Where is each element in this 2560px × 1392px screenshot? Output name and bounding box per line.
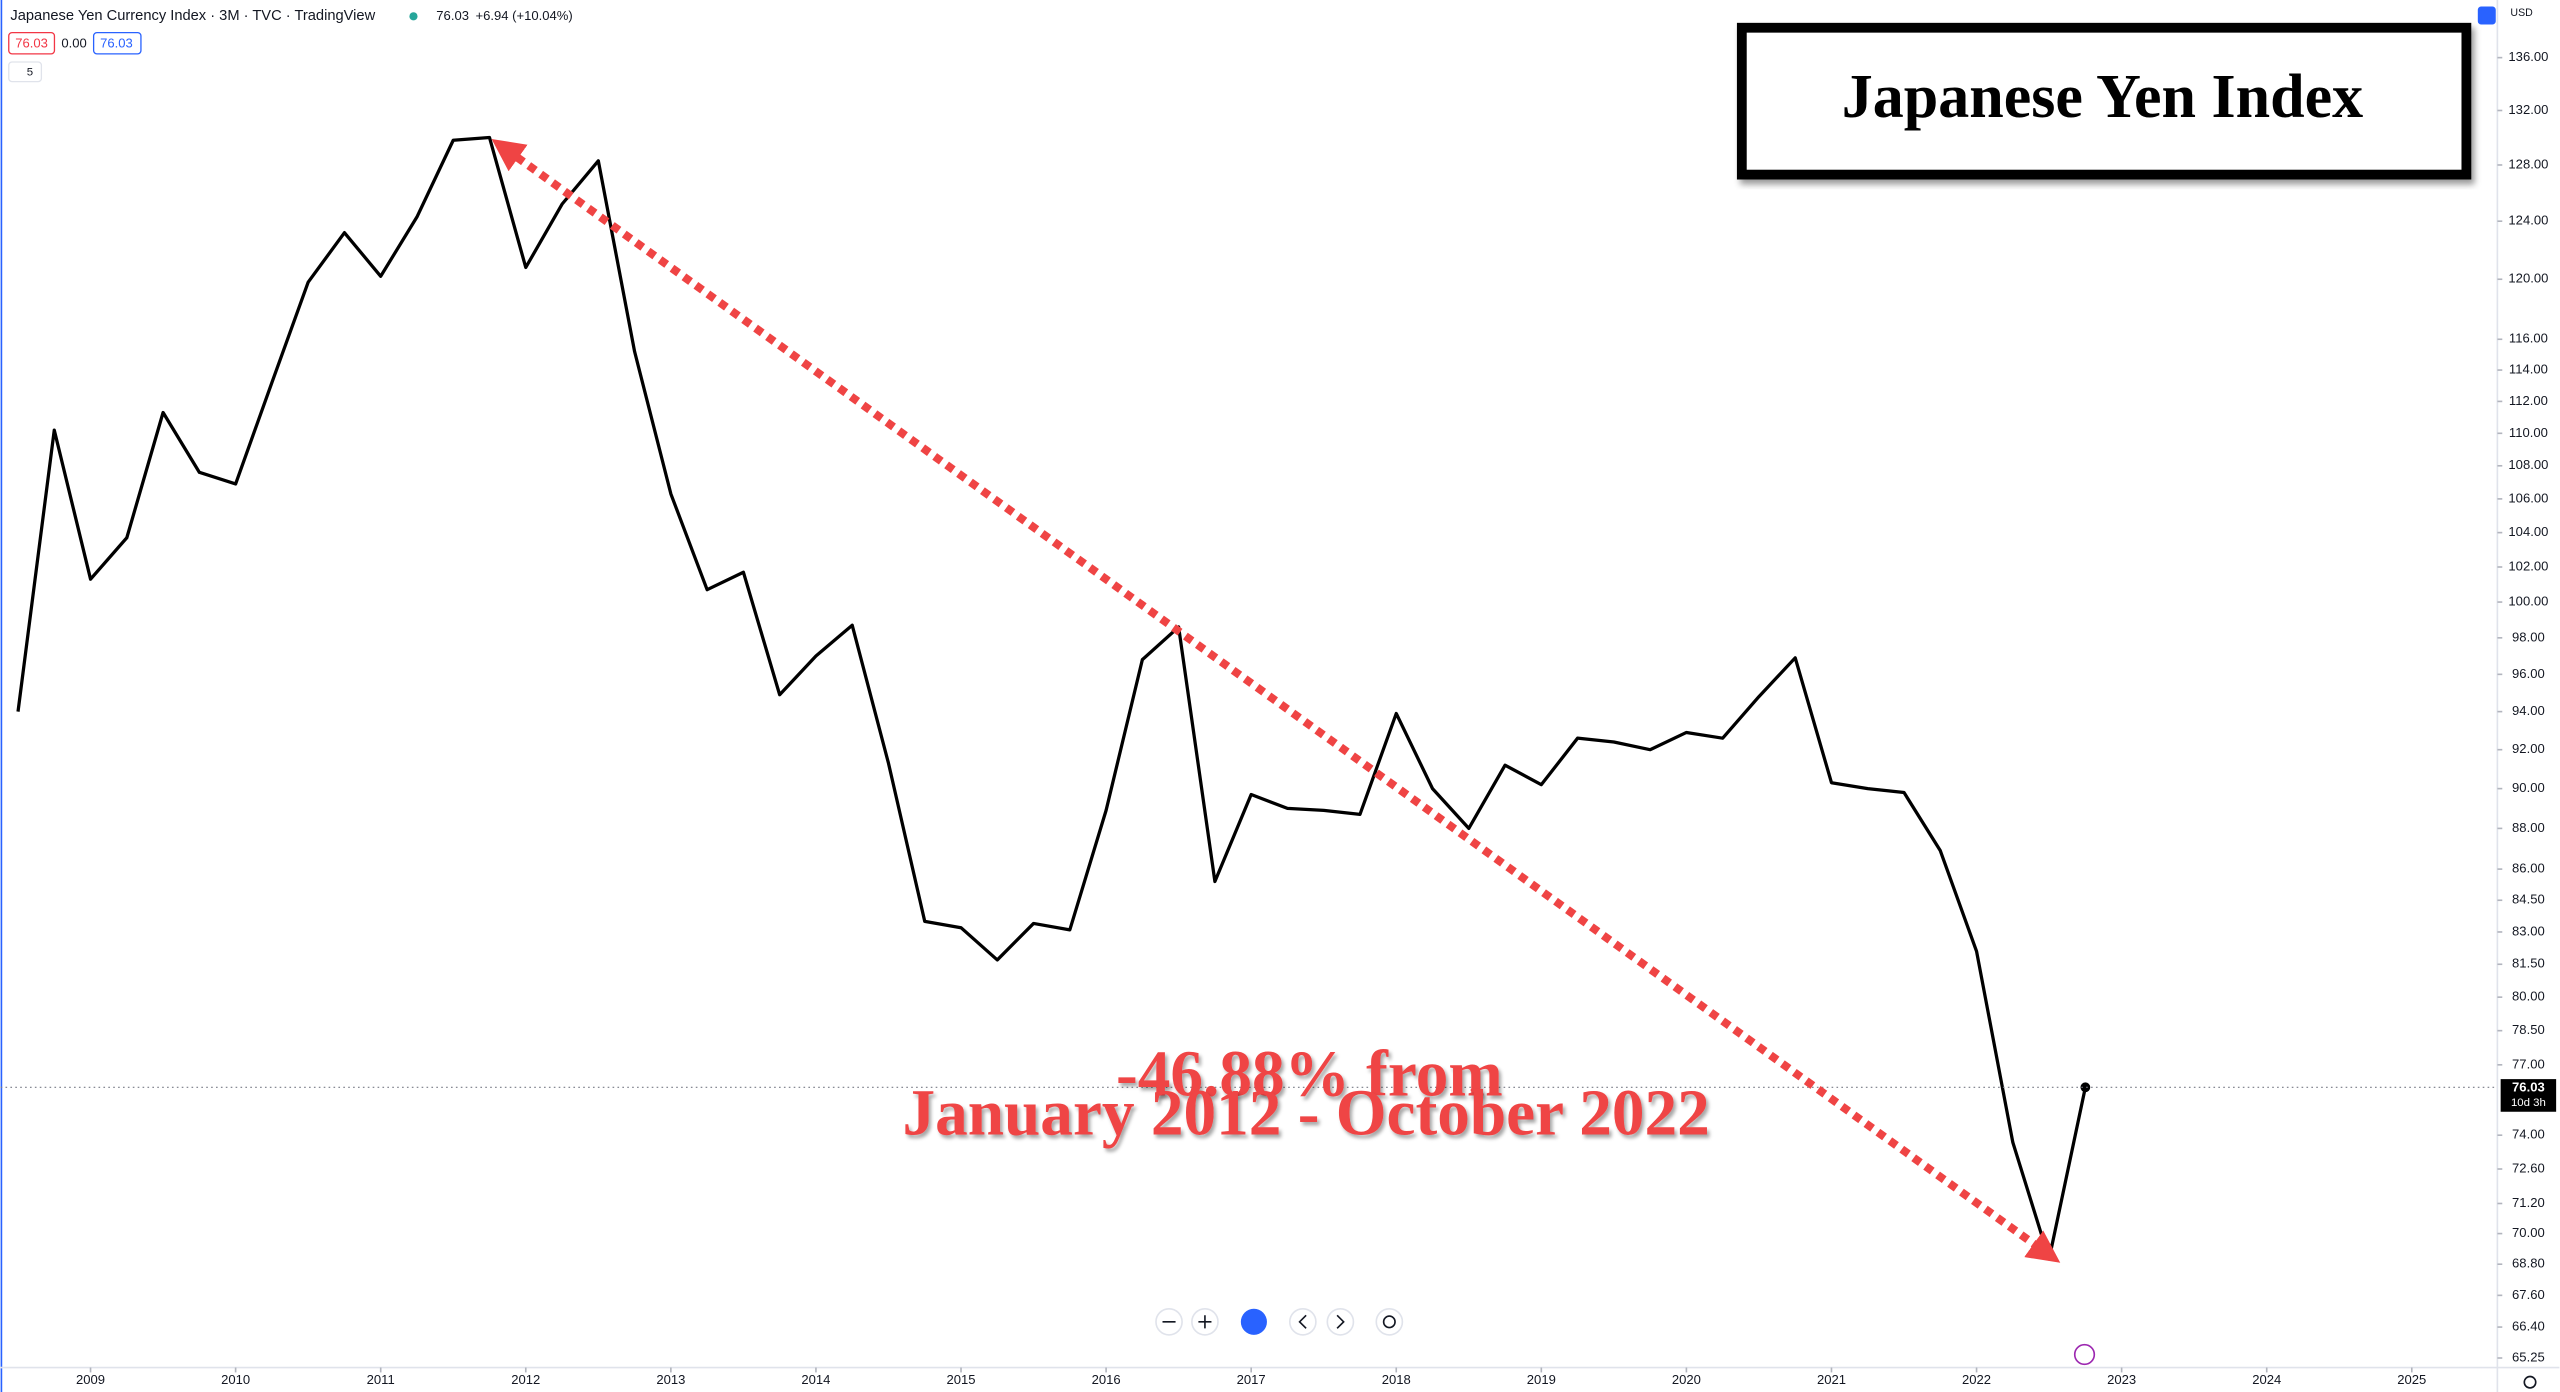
ask: 76.03 xyxy=(100,36,133,51)
y-tick-label: 72.60 xyxy=(2512,1160,2545,1175)
indicator-toggle[interactable] xyxy=(8,61,43,83)
x-tick-label: 2022 xyxy=(1962,1372,1991,1387)
x-tick-label: 2016 xyxy=(1092,1372,1121,1387)
price-tag-label: 76.03 xyxy=(2512,1080,2545,1095)
y-tick-label: 81.50 xyxy=(2512,956,2545,971)
y-tick-label: 83.00 xyxy=(2512,923,2545,938)
y-tick-label: 68.80 xyxy=(2512,1256,2545,1271)
x-tick-label: 2021 xyxy=(1817,1372,1846,1387)
x-tick-label: 2013 xyxy=(656,1372,685,1387)
x-tick-label: 2011 xyxy=(367,1372,395,1387)
y-tick-label: 110.00 xyxy=(2509,425,2548,440)
y-tick-label: 94.00 xyxy=(2512,703,2545,718)
y-tick-label: 124.00 xyxy=(2508,213,2548,228)
y-tick-label: 86.00 xyxy=(2512,861,2545,876)
y-tick-label: 90.00 xyxy=(2512,780,2545,795)
x-tick-label: 2010 xyxy=(221,1372,250,1387)
reset-scale[interactable] xyxy=(1240,1308,1267,1335)
spread: 0.00 xyxy=(61,36,86,51)
annotation: -46.88% from xyxy=(1116,1038,1503,1110)
y-tick-label: 104.00 xyxy=(2508,524,2548,539)
y-tick-label: 128.00 xyxy=(2508,156,2548,171)
bid: 76.03 xyxy=(15,36,48,51)
x-tick-label: 2017 xyxy=(1237,1372,1266,1387)
y-tick-label: 67.60 xyxy=(2512,1287,2545,1302)
x-tick-label: 2018 xyxy=(1382,1372,1411,1387)
y-tick-label: 132.00 xyxy=(2508,102,2548,117)
annotation: January 2012 - October 2022 xyxy=(902,1077,1709,1149)
y-tick-label: 92.00 xyxy=(2512,741,2545,756)
y-tick-label: 71.20 xyxy=(2512,1195,2545,1210)
scroll-left[interactable] xyxy=(1288,1307,1317,1336)
chart-title: Japanese Yen Index xyxy=(1842,63,2363,131)
x-tick-label: 2012 xyxy=(511,1372,540,1387)
y-tick-label: 106.00 xyxy=(2508,490,2548,505)
y-tick-label: 78.50 xyxy=(2512,1022,2545,1037)
status-dot xyxy=(409,12,418,21)
y-tick-label: 112.00 xyxy=(2509,393,2548,408)
y-tick-label: 96.00 xyxy=(2512,666,2545,681)
price-tag-countdown: 10d 3h xyxy=(2511,1097,2546,1109)
indicator-count: 5 xyxy=(27,67,33,79)
y-tick-label: 65.25 xyxy=(2512,1349,2545,1364)
scroll-right[interactable] xyxy=(1326,1307,1355,1336)
currency[interactable]: USD xyxy=(2510,7,2533,19)
x-tick-label: 2014 xyxy=(801,1372,830,1387)
y-tick-label: 108.00 xyxy=(2508,457,2548,472)
y-tick-label: 80.00 xyxy=(2512,989,2545,1004)
change: +6.94 (+10.04%) xyxy=(475,8,572,23)
y-tick-label: 98.00 xyxy=(2512,629,2545,644)
icon xyxy=(1298,1314,1307,1329)
last-value: 76.03 xyxy=(436,8,469,23)
x-tick-label: 2025 xyxy=(2397,1372,2426,1387)
axis-settings[interactable] xyxy=(2523,1375,2537,1389)
y-tick-label: 66.40 xyxy=(2512,1319,2545,1334)
y-tick-label: 77.00 xyxy=(2512,1056,2545,1071)
last-point xyxy=(2080,1082,2091,1093)
y-tick-label: 100.00 xyxy=(2508,594,2548,609)
bid-box[interactable] xyxy=(8,31,56,55)
settings-button[interactable] xyxy=(2477,6,2496,25)
event-marker[interactable] xyxy=(2073,1343,2096,1366)
reset[interactable] xyxy=(1375,1307,1404,1336)
x-tick-label: 2009 xyxy=(76,1372,105,1387)
icon xyxy=(1336,1314,1345,1329)
x-tick-label: 2024 xyxy=(2252,1372,2281,1387)
icon xyxy=(1382,1315,1396,1329)
x-tick-label: 2020 xyxy=(1672,1372,1701,1387)
ask-box[interactable] xyxy=(92,31,142,55)
price-tag xyxy=(2500,1079,2557,1112)
y-tick-label: 70.00 xyxy=(2512,1225,2545,1240)
y-tick-label: 102.00 xyxy=(2508,558,2548,573)
y-tick-label: 84.50 xyxy=(2512,892,2545,907)
y-tick-label: 114.00 xyxy=(2509,362,2548,377)
y-tick-label: 136.00 xyxy=(2508,49,2548,64)
y-tick-label: 116.00 xyxy=(2509,331,2548,346)
x-tick-label: 2015 xyxy=(946,1372,975,1387)
icon xyxy=(1198,1315,1212,1329)
zoom-toolbar xyxy=(1155,1307,2537,1389)
symbol-title: Japanese Yen Currency Index · 3M · TVC ·… xyxy=(10,8,375,24)
y-tick-label: 74.00 xyxy=(2512,1127,2545,1142)
x-tick-label: 2023 xyxy=(2107,1372,2136,1387)
y-tick-label: 88.00 xyxy=(2512,820,2545,835)
y-tick-label: 120.00 xyxy=(2508,271,2548,286)
x-tick-label: 2019 xyxy=(1527,1372,1556,1387)
trend-arrow xyxy=(491,138,2061,1263)
